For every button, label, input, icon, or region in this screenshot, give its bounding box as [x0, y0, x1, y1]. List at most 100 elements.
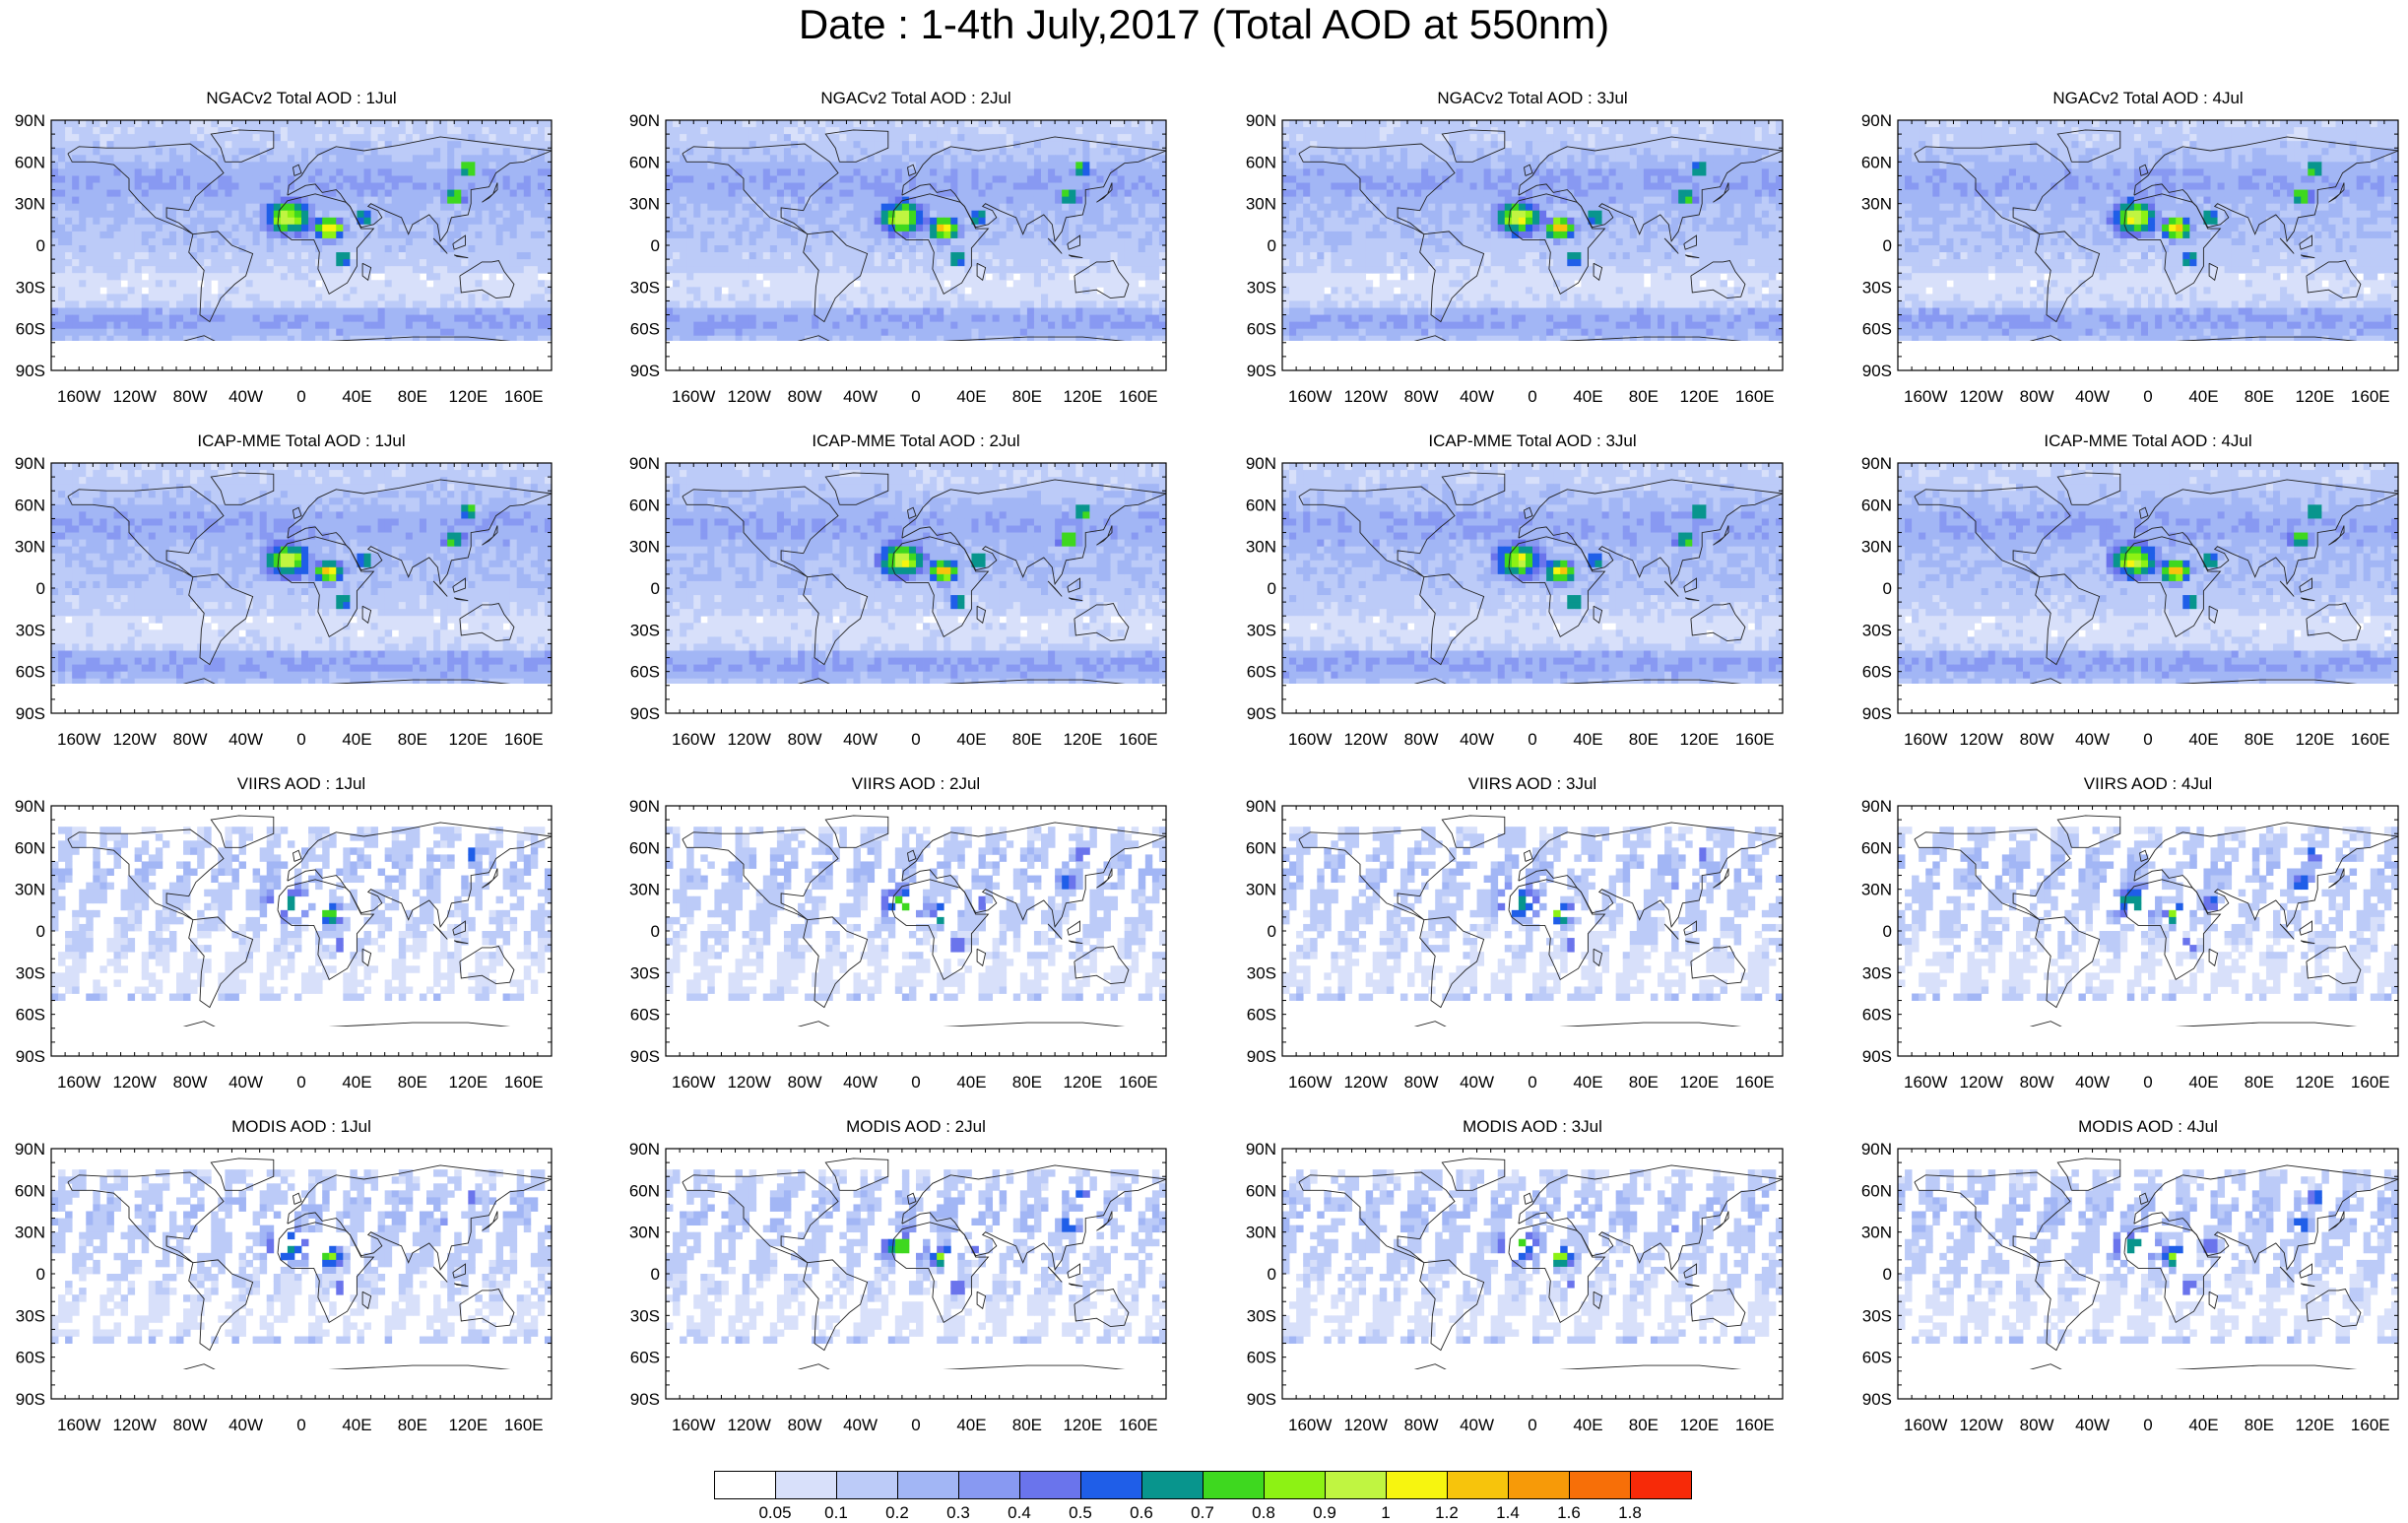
aod-cell — [176, 148, 183, 155]
aod-cell — [106, 273, 113, 280]
aod-cell — [524, 308, 531, 315]
aod-cell — [971, 211, 978, 218]
aod-cell — [288, 280, 294, 287]
aod-cell — [503, 148, 510, 155]
aod-cell — [364, 300, 371, 307]
aod-cell — [475, 168, 482, 175]
aod-cell — [156, 245, 163, 252]
aod-cell — [239, 329, 246, 336]
aod-cell — [1145, 197, 1152, 204]
aod-cell — [322, 168, 329, 175]
aod-cell — [253, 238, 260, 245]
aod-cell — [65, 232, 72, 238]
aod-cell — [777, 273, 784, 280]
aod-cell — [1027, 273, 1034, 280]
aod-cell — [1020, 322, 1027, 329]
aod-cell — [51, 238, 58, 245]
aod-cell — [545, 168, 552, 175]
aod-cell — [986, 197, 993, 204]
aod-cell — [693, 127, 700, 134]
aod-cell — [343, 343, 350, 350]
aod-cell — [846, 155, 853, 162]
aod-cell — [225, 315, 231, 322]
aod-cell — [79, 350, 86, 357]
aod-cell — [770, 141, 777, 148]
aod-cell — [357, 232, 363, 238]
aod-cell — [197, 190, 204, 197]
aod-cell — [1089, 175, 1096, 182]
aod-cell — [93, 280, 99, 287]
aod-cell — [121, 350, 128, 357]
aod-cell — [503, 175, 510, 182]
aod-cell — [784, 266, 791, 273]
aod-cell — [350, 245, 357, 252]
aod-cell — [343, 190, 350, 197]
aod-cell — [128, 273, 135, 280]
aod-cell — [93, 225, 99, 232]
aod-cell — [364, 197, 371, 204]
aod-cell — [736, 141, 743, 148]
aod-cell — [93, 204, 99, 211]
aod-cell — [510, 245, 517, 252]
aod-cell — [686, 287, 693, 294]
aod-cell — [1125, 120, 1132, 127]
aod-cell — [204, 197, 211, 204]
aod-cell — [832, 287, 839, 294]
aod-cell — [1159, 287, 1166, 294]
aod-cell — [1000, 294, 1007, 300]
aod-cell — [426, 329, 433, 336]
aod-cell — [482, 162, 488, 168]
aod-cell — [673, 175, 680, 182]
aod-cell — [1159, 280, 1166, 287]
aod-cell — [1089, 329, 1096, 336]
aod-cell — [868, 259, 875, 266]
aod-cell — [825, 238, 832, 245]
aod-cell — [294, 211, 301, 218]
aod-cell — [1027, 287, 1034, 294]
aod-cell — [930, 218, 937, 225]
aod-cell — [1013, 280, 1020, 287]
aod-cell — [721, 280, 728, 287]
aod-cell — [156, 175, 163, 182]
aod-cell — [1111, 252, 1118, 259]
aod-cell — [937, 162, 944, 168]
aod-cell — [944, 273, 950, 280]
aod-cell — [1145, 294, 1152, 300]
aod-cell — [281, 190, 288, 197]
aod-cell — [399, 190, 406, 197]
aod-cell — [944, 225, 950, 232]
aod-cell — [420, 364, 426, 370]
aod-cell — [950, 259, 957, 266]
aod-cell — [1145, 280, 1152, 287]
aod-cell — [58, 197, 65, 204]
aod-cell — [1111, 120, 1118, 127]
aod-cell — [190, 273, 197, 280]
aod-cell — [680, 322, 686, 329]
aod-cell — [1069, 225, 1075, 232]
aod-cell — [149, 273, 156, 280]
aod-cell — [993, 273, 1000, 280]
aod-cell — [832, 280, 839, 287]
aod-cell — [1111, 127, 1118, 134]
aod-cell — [1125, 245, 1132, 252]
aod-cell — [686, 294, 693, 300]
aod-cell — [1139, 259, 1145, 266]
aod-cell — [1111, 273, 1118, 280]
aod-cell — [680, 252, 686, 259]
aod-cell — [239, 175, 246, 182]
aod-cell — [1089, 294, 1096, 300]
aod-cell — [1041, 315, 1048, 322]
aod-cell — [1082, 148, 1089, 155]
aod-cell — [121, 197, 128, 204]
aod-cell — [190, 308, 197, 315]
aod-cell — [1013, 204, 1020, 211]
aod-cell — [916, 204, 923, 211]
aod-cell — [510, 252, 517, 259]
aod-cell — [169, 315, 176, 322]
aod-cell — [756, 148, 763, 155]
aod-cell — [329, 350, 336, 357]
aod-cell — [156, 232, 163, 238]
aod-cell — [1139, 287, 1145, 294]
aod-cell — [1048, 329, 1055, 336]
aod-cell — [169, 273, 176, 280]
